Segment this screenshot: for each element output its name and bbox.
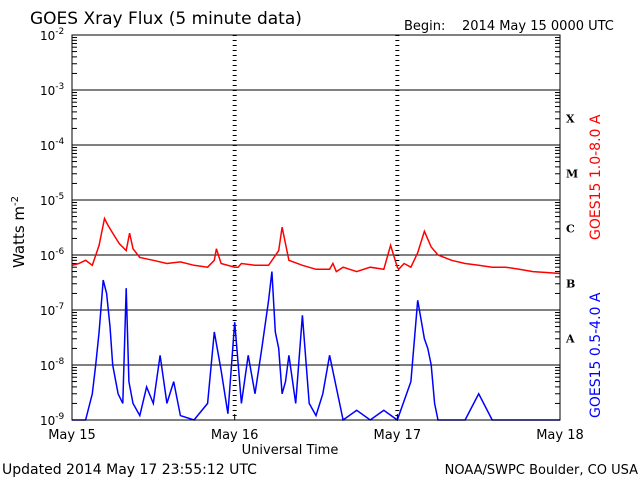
series-line-long: [71, 216, 561, 275]
flare-class-label: B: [566, 278, 575, 291]
y-tick-label: 10-6: [40, 247, 65, 263]
footer-source: NOAA/SWPC Boulder, CO USA: [445, 463, 638, 478]
day-divider-ticks: [232, 35, 400, 420]
y-tick-label: 10-4: [40, 137, 65, 153]
grid-lines: [72, 37, 560, 404]
begin-value: 2014 May 15 0000 UTC: [462, 19, 614, 34]
y-tick-label: 10-8: [40, 357, 65, 373]
begin-label: Begin:: [404, 19, 445, 34]
chart-title: GOES Xray Flux (5 minute data): [30, 9, 302, 29]
series-label-long: GOES15 1.0-8.0 A: [588, 114, 604, 240]
plot-frame: [71, 34, 561, 421]
x-tick-labels: May 15 May 16 May 17 May 18: [48, 414, 584, 443]
footer-updated: Updated 2014 May 17 23:55:12 UTC: [2, 462, 257, 478]
y-tick-label: 10-5: [40, 192, 64, 208]
y-axis-label: Watts m-2: [10, 196, 28, 268]
x-tick-label: May 17: [374, 428, 422, 443]
flare-class-labels: A B C M X: [565, 113, 578, 346]
y-tick-labels: 10-9 10-8 10-7 10-6 10-5 10-4 10-3 10-2: [40, 27, 65, 428]
flare-class-label: X: [566, 113, 575, 126]
y-tick-label: 10-7: [40, 302, 64, 318]
flare-class-label: A: [565, 333, 575, 346]
x-axis-label: Universal Time: [242, 443, 339, 458]
flare-class-label: C: [566, 223, 575, 236]
series-layer: [71, 216, 561, 422]
x-tick-label: May 15: [48, 428, 96, 443]
series-label-short: GOES15 0.5-4.0 A: [588, 292, 604, 418]
x-tick-label: May 16: [211, 428, 259, 443]
x-tick-label: May 18: [536, 428, 584, 443]
series-line-short: [72, 271, 560, 422]
y-tick-label: 10-9: [40, 412, 65, 428]
flare-class-label: M: [566, 168, 578, 181]
y-tick-label: 10-3: [40, 82, 64, 98]
y-tick-label: 10-2: [40, 27, 64, 43]
